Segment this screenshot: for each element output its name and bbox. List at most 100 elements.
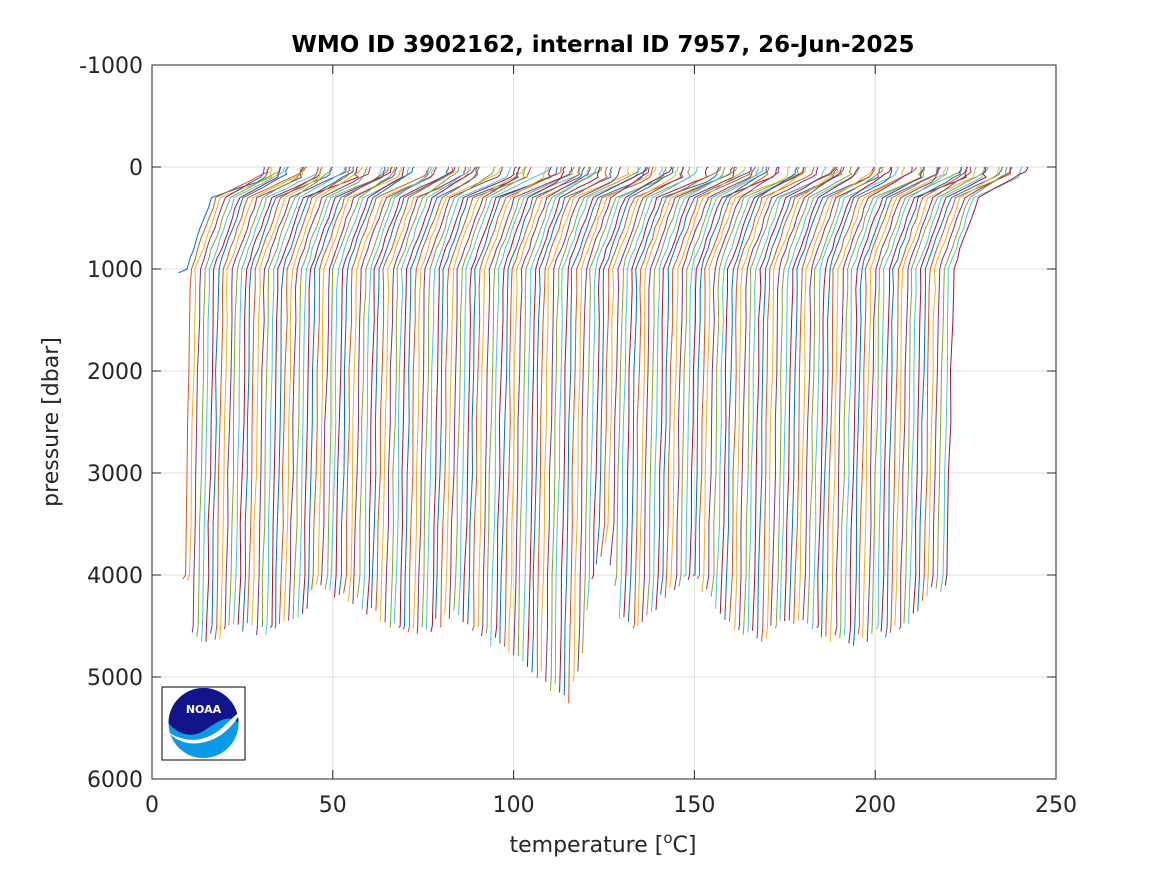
profile-line xyxy=(228,166,303,626)
profile-line xyxy=(462,166,552,623)
profile-line xyxy=(329,166,410,591)
profile-line xyxy=(866,166,940,642)
profile-line xyxy=(774,166,853,629)
profile-line xyxy=(875,166,949,630)
profile-line xyxy=(793,166,876,624)
profile-line xyxy=(559,166,648,693)
profile-line xyxy=(848,166,925,644)
profile-line xyxy=(724,167,798,620)
profile-line xyxy=(669,166,746,588)
x-tick-label: 0 xyxy=(145,793,159,818)
profile-line xyxy=(320,166,398,586)
profile-line xyxy=(334,166,405,598)
profile-line xyxy=(297,166,383,618)
profile-line xyxy=(894,166,977,626)
logo-text: NOAA xyxy=(186,703,222,716)
profile-line xyxy=(591,166,673,580)
profile-line xyxy=(407,166,481,633)
profile-line xyxy=(205,166,282,642)
profile-line xyxy=(678,166,764,587)
y-tick-label: 2000 xyxy=(87,360,143,385)
profile-line xyxy=(430,166,517,632)
profile-line xyxy=(605,166,679,543)
profile-line xyxy=(200,166,286,642)
profile-line xyxy=(710,166,800,597)
profile-line xyxy=(536,166,608,678)
x-axis-label-sup: o xyxy=(663,829,672,847)
profile-line xyxy=(278,166,352,624)
profile-line xyxy=(540,166,630,672)
profile-line xyxy=(935,166,1008,589)
x-tick-labels: 0 50 100 150 200 250 xyxy=(145,793,1077,818)
profile-line xyxy=(343,166,431,594)
profile-line xyxy=(917,166,1004,612)
y-tick-labels: -1000 0 1000 2000 3000 4000 5000 6000 xyxy=(79,54,143,793)
profile-line xyxy=(453,166,527,611)
profile-line xyxy=(696,166,770,580)
profile-line xyxy=(439,166,532,628)
logo-wave xyxy=(168,710,242,744)
profile-line xyxy=(655,166,736,611)
profile-line xyxy=(402,166,479,630)
profile-line xyxy=(311,166,389,590)
x-tick-label: 50 xyxy=(319,793,347,818)
profile-line xyxy=(315,166,403,585)
profile-line xyxy=(375,167,454,612)
x-tick-label: 250 xyxy=(1035,793,1077,818)
profile-line xyxy=(246,166,319,624)
profile-line xyxy=(563,166,647,696)
profile-line xyxy=(880,166,968,632)
profile-line xyxy=(288,166,372,621)
profile-line xyxy=(490,166,582,647)
profile-line xyxy=(692,166,768,576)
x-axis-label: temperature [oC] xyxy=(509,829,696,858)
profile-line xyxy=(196,166,281,637)
y-tick-label: 1000 xyxy=(87,258,143,283)
profile-line xyxy=(338,166,415,595)
y-tick-label: 6000 xyxy=(87,768,143,793)
profile-line xyxy=(380,166,470,622)
profile-line xyxy=(706,166,780,590)
temperature-profiles xyxy=(178,166,1029,704)
profile-line xyxy=(738,166,819,631)
profile-line xyxy=(256,166,347,635)
profile-line xyxy=(283,166,363,622)
profile-line xyxy=(751,166,837,631)
y-tick-label: 4000 xyxy=(87,564,143,589)
profile-line xyxy=(361,166,433,610)
profile-line xyxy=(531,167,613,673)
profile-line xyxy=(820,166,893,638)
x-tick-label: 150 xyxy=(673,793,715,818)
profile-line xyxy=(324,166,396,589)
profile-line xyxy=(660,166,752,595)
profile-line xyxy=(632,166,722,629)
profile-line xyxy=(834,166,913,636)
profile-line xyxy=(458,166,550,616)
profile-line xyxy=(187,166,273,581)
profile-line xyxy=(871,166,963,634)
y-tick-label: 5000 xyxy=(87,666,143,691)
y-tick-label: 0 xyxy=(129,156,143,181)
profile-line xyxy=(265,166,346,635)
profile-line xyxy=(719,166,805,614)
profile-line xyxy=(517,166,603,657)
profile-line xyxy=(797,166,876,621)
profile-line xyxy=(504,166,581,647)
logo-navy xyxy=(168,688,239,735)
profile-line xyxy=(425,166,511,630)
noaa-logo: NOAA xyxy=(161,686,246,761)
y-axis-label: pressure [dbar] xyxy=(39,337,64,507)
profile-line xyxy=(839,166,923,639)
profile-line xyxy=(412,166,502,629)
profile-line xyxy=(614,166,691,587)
profile-line xyxy=(921,166,1013,601)
profile-line xyxy=(779,166,861,621)
profile-line xyxy=(545,166,622,682)
profile-line xyxy=(595,166,675,565)
profile-line xyxy=(435,166,521,619)
profile-line xyxy=(650,166,726,613)
profile-line xyxy=(568,166,654,704)
profile-line xyxy=(843,166,926,636)
profile-line xyxy=(366,166,456,615)
